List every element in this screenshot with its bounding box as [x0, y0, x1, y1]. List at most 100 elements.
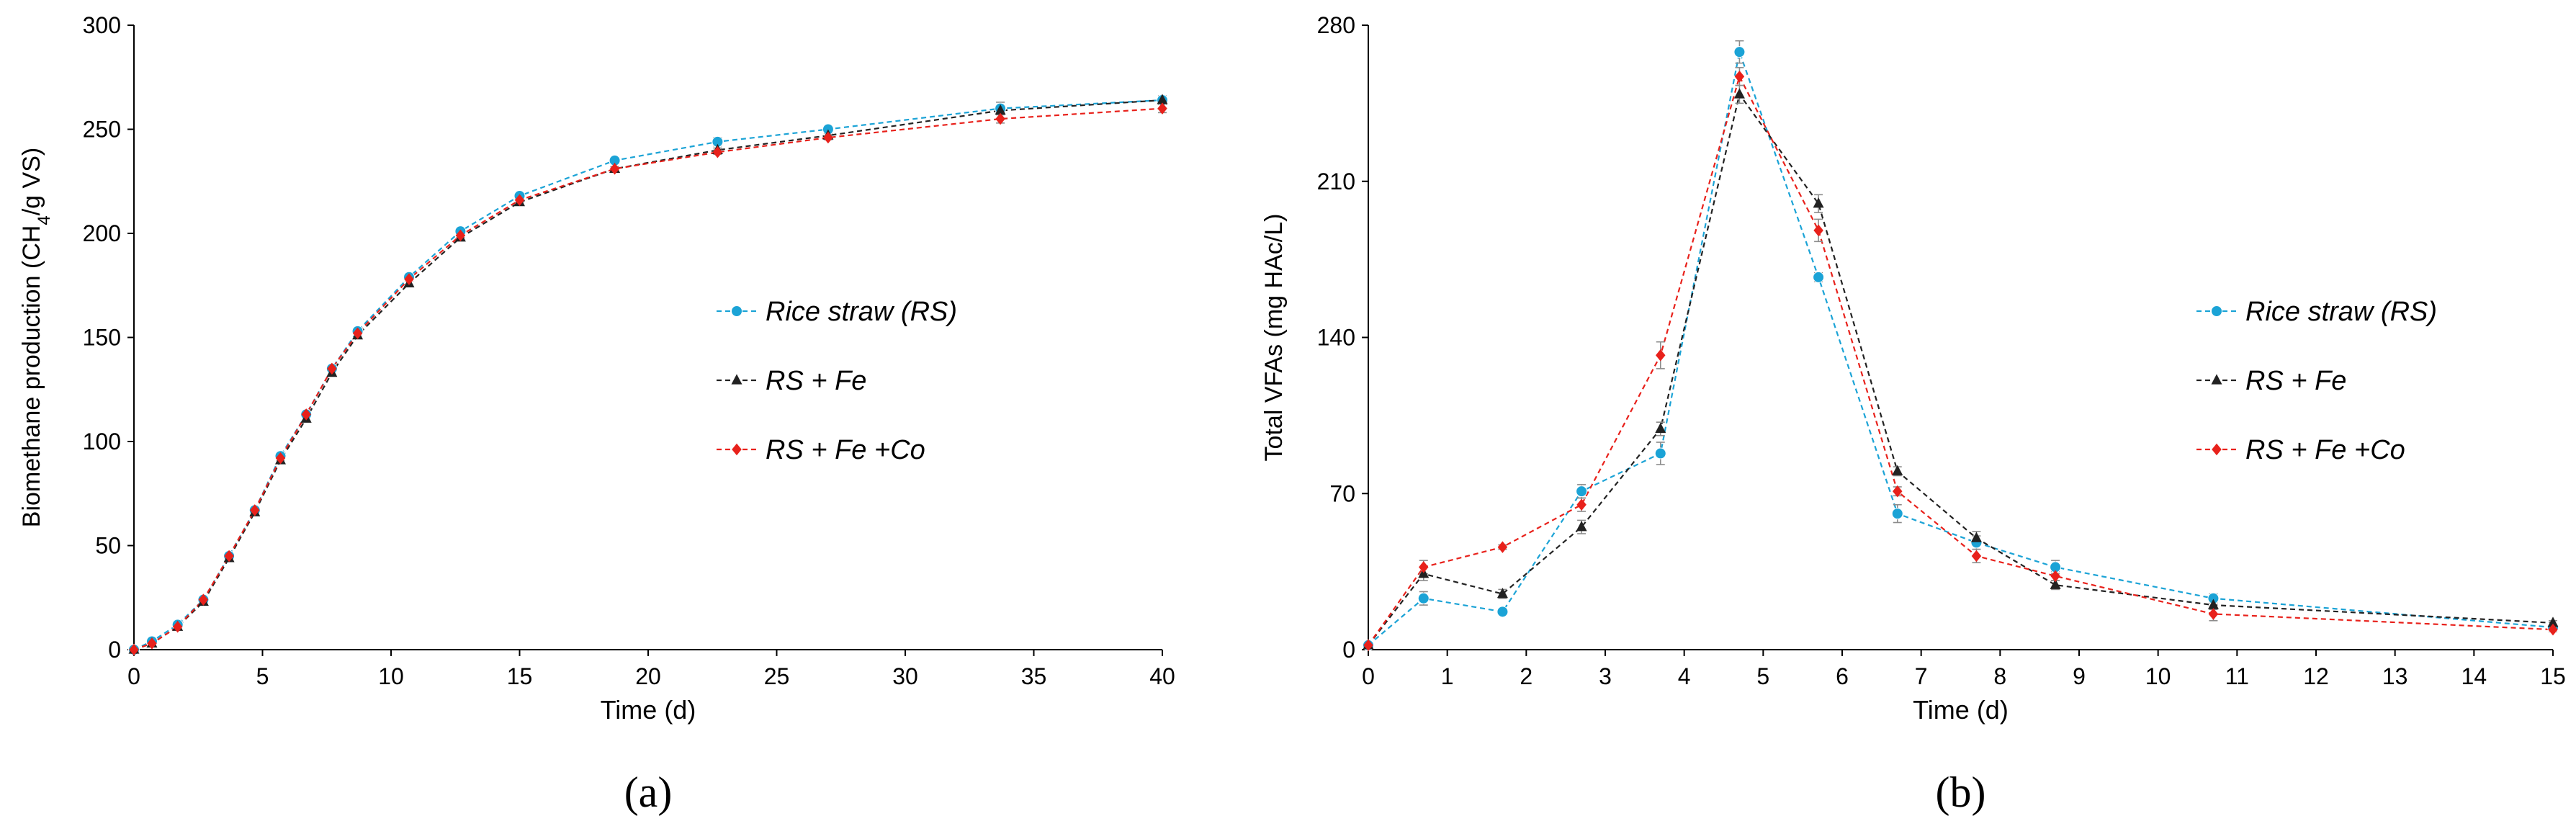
b-data-point	[1733, 88, 1745, 99]
b-x-tick-label: 3	[1599, 663, 1612, 689]
panel-a-legend: Rice straw (RS) RS + Fe RS + Fe +Co	[717, 297, 957, 465]
b-x-tick-label: 7	[1915, 663, 1928, 689]
panel-b-legend: Rice straw (RS) RS + Fe RS + Fe +Co	[2196, 297, 2437, 465]
a-legend-label: RS + Fe	[766, 366, 866, 396]
a-data-point	[1157, 94, 1168, 104]
a-y-tick-label: 250	[83, 117, 121, 143]
b-data-point	[1656, 349, 1666, 362]
b-legend-marker	[2212, 443, 2222, 456]
a-series-line	[133, 107, 1163, 651]
b-data-point	[1813, 271, 1825, 283]
b-data-point	[1419, 561, 1429, 573]
a-x-tick-label: 25	[764, 663, 790, 689]
a-series-line	[133, 99, 1163, 651]
a-data-point	[147, 637, 157, 650]
b-x-tick-label: 6	[1836, 663, 1849, 689]
b-y-tick-label: 280	[1317, 12, 1355, 38]
b-legend-label: RS + Fe +Co	[2245, 435, 2405, 465]
b-legend-marker	[2211, 305, 2222, 317]
b-data-point	[1417, 592, 1430, 604]
a-data-point	[250, 504, 260, 516]
a-data-point	[327, 362, 337, 375]
b-y-tick-label: 210	[1317, 169, 1355, 194]
a-data-point	[172, 620, 183, 633]
a-y-tick-label: 200	[83, 220, 121, 246]
panel-a-label: (a)	[624, 768, 673, 816]
b-series-line	[1368, 48, 2554, 646]
a-data-point	[129, 643, 139, 656]
a-x-tick-label: 0	[127, 663, 140, 689]
a-y-tick-label: 0	[108, 637, 121, 663]
b-y-tick-label: 0	[1342, 637, 1355, 663]
panel-a-biomethane-chart: 0 5 10 15 20 25 30 35 40 0 50 100 150 200 250 300 Biome…	[18, 12, 1175, 816]
b-x-tick-label: 13	[2382, 663, 2408, 689]
a-x-tick-label: 40	[1149, 663, 1175, 689]
a-x-tick-label: 30	[892, 663, 918, 689]
a-data-point	[995, 112, 1005, 125]
b-x-tick-label: 10	[2145, 663, 2171, 689]
b-x-tick-label: 9	[2073, 663, 2086, 689]
a-data-point	[352, 327, 363, 339]
b-data-point	[1497, 541, 1508, 553]
panel-a-axes: 0 5 10 15 20 25 30 35 40 0 50 100 150 200 250 300	[83, 12, 1175, 689]
b-x-tick-label: 5	[1756, 663, 1769, 689]
b-series-line	[1368, 74, 2554, 646]
b-x-tick-label: 2	[1520, 663, 1532, 689]
b-x-tick-label: 14	[2461, 663, 2487, 689]
b-data-point	[2050, 578, 2061, 589]
b-data-point	[1971, 550, 1982, 563]
b-data-point	[1576, 498, 1587, 511]
a-data-point	[198, 593, 209, 606]
a-x-tick-label: 10	[378, 663, 404, 689]
a-x-tick-label: 20	[635, 663, 661, 689]
a-data-point	[712, 146, 723, 158]
a-series-line	[133, 99, 1163, 650]
a-legend-marker	[731, 374, 742, 385]
b-data-point	[1654, 447, 1666, 460]
panel-b-y-axis-label: Total VFAs (mg HAc/L)	[1260, 214, 1288, 462]
b-data-point	[1813, 197, 1824, 208]
b-data-point	[2547, 617, 2559, 627]
panel-a-plot-area	[128, 94, 1168, 656]
panel-a-x-axis-label: Time (d)	[601, 695, 696, 725]
b-data-point	[1891, 508, 1903, 520]
b-data-point	[1892, 465, 1903, 475]
b-y-tick-label: 70	[1329, 480, 1355, 506]
a-legend-marker	[732, 443, 742, 456]
a-data-point	[404, 273, 414, 285]
panel-b-plot-area	[1363, 40, 2559, 652]
a-data-point	[455, 229, 466, 242]
a-data-point	[224, 550, 234, 563]
a-y-tick-label: 50	[95, 533, 121, 559]
b-legend-marker	[2211, 374, 2222, 385]
a-y-tick-label: 150	[83, 325, 121, 351]
b-data-point	[1970, 532, 1982, 542]
b-y-tick-label: 140	[1317, 325, 1355, 351]
b-data-point	[1576, 521, 1587, 532]
b-data-point	[1496, 606, 1509, 618]
b-data-point	[1363, 639, 1373, 652]
a-data-point	[995, 104, 1006, 115]
a-legend-label: Rice straw (RS)	[766, 297, 957, 327]
b-data-point	[1813, 224, 1823, 237]
a-y-tick-label: 300	[83, 12, 121, 38]
a-data-point	[275, 452, 286, 465]
a-data-point	[301, 408, 311, 421]
a-data-point	[1157, 102, 1167, 115]
b-x-tick-label: 4	[1678, 663, 1691, 689]
b-legend-label: RS + Fe	[2245, 366, 2346, 396]
a-data-point	[823, 131, 833, 144]
b-data-point	[1496, 587, 1508, 599]
b-data-point	[1576, 485, 1588, 498]
b-data-point	[1733, 46, 1746, 58]
a-y-tick-label: 100	[83, 429, 121, 454]
b-data-point	[2207, 599, 2219, 609]
b-x-tick-label: 8	[1993, 663, 2006, 689]
b-x-tick-label: 1	[1441, 663, 1454, 689]
panel-b-label: (b)	[1936, 768, 1986, 816]
b-data-point	[2548, 623, 2558, 636]
b-x-tick-label: 12	[2303, 663, 2329, 689]
a-data-point	[514, 194, 525, 207]
